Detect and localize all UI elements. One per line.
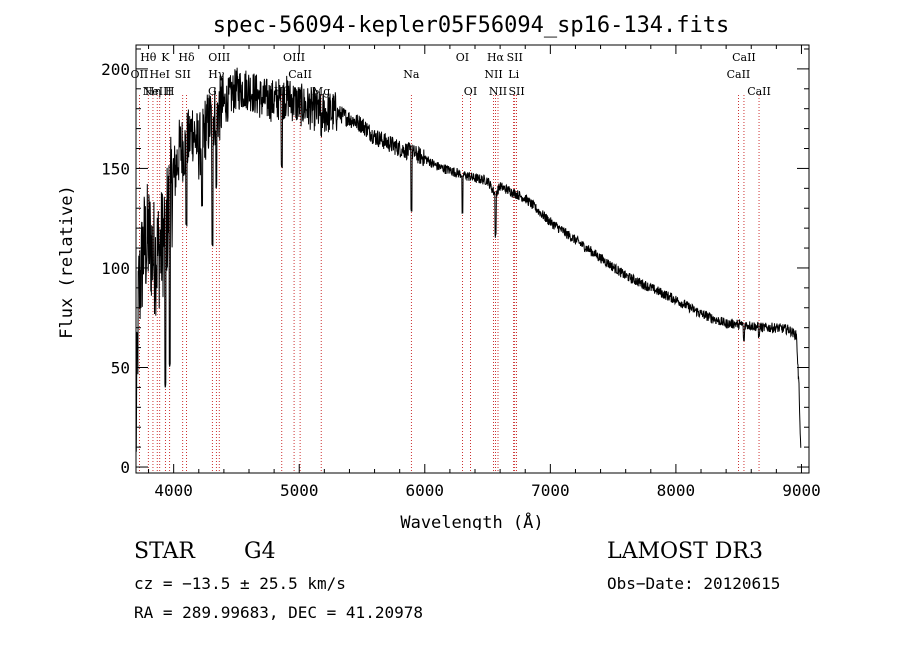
line-marker-label: OIII [208, 51, 230, 64]
line-marker-label: SII [175, 68, 191, 81]
coordinates: RA = 289.99683, DEC = 41.20978 [134, 603, 423, 622]
y-tick-label: 150 [101, 159, 130, 178]
line-marker-label: OI [456, 51, 469, 64]
line-marker-label: CaII [732, 51, 756, 64]
x-tick-label: 6000 [406, 481, 445, 500]
line-marker-label: NII [484, 68, 502, 81]
line-marker-label: Na [403, 68, 420, 81]
line-marker-label: HeI [150, 68, 170, 81]
x-tick-label: 7000 [531, 481, 570, 500]
line-marker-label: Hα [487, 51, 505, 64]
spectrum-chart: spec-56094-kepler05F56094_sp16-134.fits … [57, 13, 821, 530]
line-marker-label: H [165, 85, 175, 98]
line-marker-label: NeIII [143, 85, 172, 98]
y-tick-label: 200 [101, 60, 130, 79]
x-tick-label: 5000 [280, 481, 319, 500]
chart-title: spec-56094-kepler05F56094_sp16-134.fits [213, 13, 730, 38]
x-axis-label: Wavelength (Å) [400, 511, 543, 530]
x-tick-label: 8000 [657, 481, 696, 500]
line-marker-label: OIII [283, 51, 305, 64]
line-marker-label: CaII [288, 68, 312, 81]
x-tick-label: 9000 [782, 481, 821, 500]
line-marker-label: K [161, 51, 170, 64]
line-marker-label: Hη [145, 85, 161, 98]
axis-ticks: 4000 5000 6000 7000 8000 9000 0 50 100 150 200 [101, 45, 821, 500]
line-marker-label: Hγ [208, 68, 225, 81]
observation-date: Obs−Date: 20120615 [607, 574, 781, 593]
line-marker-label: Hθ [140, 51, 157, 64]
y-axis-label: Flux (relative) [57, 185, 77, 339]
line-marker-label: SII [508, 85, 524, 98]
line-marker-label: Hβ [274, 85, 290, 98]
line-marker-label: CaII [727, 68, 751, 81]
line-marker-label: Li [508, 68, 519, 81]
line-marker-label: Hδ [178, 51, 195, 64]
y-tick-label: 0 [120, 458, 130, 477]
line-marker-label: NII [489, 85, 507, 98]
redshift-cz: cz = −13.5 ± 25.5 km/s [134, 574, 346, 593]
spectrum-line [135, 67, 802, 452]
spectral-subclass: G4 [244, 539, 276, 564]
x-tick-label: 4000 [154, 481, 193, 500]
line-marker-label: OII [131, 68, 149, 81]
line-marker-label: CaII [747, 85, 771, 98]
line-marker-label: SII [507, 51, 523, 64]
plot-frame [135, 44, 810, 474]
y-tick-label: 50 [111, 358, 130, 377]
line-marker-label: G [208, 85, 217, 98]
object-class: STAR [134, 539, 195, 564]
line-marker-label: OI [464, 85, 477, 98]
survey-name: LAMOST DR3 [607, 539, 763, 564]
y-tick-label: 100 [101, 259, 130, 278]
